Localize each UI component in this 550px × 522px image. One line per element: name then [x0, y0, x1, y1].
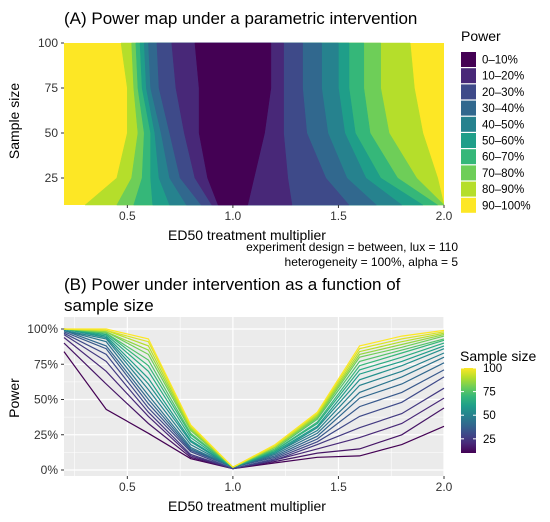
panel-a-legend: 0–10% 10–20% 20–30% 30–40% 40–50% 50–60% 60–70… — [461, 52, 531, 213]
y-tick-label: 75 — [45, 81, 59, 95]
panel-a-y-axis-label: Sample size — [6, 83, 22, 159]
panel-a-caption-line-2: heterogeneity = 100%, alpha = 5 — [285, 255, 459, 269]
series-line-n10 — [63, 351, 445, 470]
legend-swatch — [461, 181, 476, 197]
legend-swatch — [461, 84, 476, 100]
colorbar-tick-label: 25 — [483, 434, 496, 446]
region-bin-0 — [194, 42, 272, 206]
panel-b-x-axis-label: ED50 treatment multiplier — [168, 498, 326, 514]
legend-label: 10–20% — [482, 71, 524, 83]
legend-label: 90–100% — [482, 200, 531, 212]
x-tick-label: 1.0 — [225, 209, 242, 223]
legend-label: 0–10% — [482, 55, 518, 67]
panel-b-title-line-2: sample size — [64, 296, 154, 315]
x-tick-label: 2.0 — [436, 480, 453, 494]
y-tick-label: 25 — [45, 171, 59, 185]
y-tick-label: 50% — [34, 393, 58, 407]
legend-label: 50–60% — [482, 136, 524, 148]
y-tick-label: 75% — [34, 357, 58, 371]
y-tick-label: 0% — [41, 463, 59, 477]
series-line-n45 — [63, 329, 445, 468]
panel-b-colorbar-ticks: 25 50 75 100 — [461, 363, 502, 446]
x-tick-label: 1.0 — [225, 480, 242, 494]
panel-a-x-ticks: 0.5 1.0 1.5 2.0 — [119, 205, 453, 223]
legend-label: 60–70% — [482, 152, 524, 164]
panel-b-title-line-1: (B) Power under intervention as a functi… — [64, 275, 401, 294]
series-line-n70 — [63, 328, 445, 468]
panel-a: (A) Power map under a parametric interve… — [6, 9, 531, 269]
x-tick-label: 0.5 — [119, 480, 136, 494]
series-line-n55 — [63, 328, 445, 468]
y-tick-label: 100 — [38, 36, 58, 50]
panel-a-legend-title: Power — [461, 28, 501, 44]
series-line-n40 — [63, 329, 445, 468]
y-tick-label: 100% — [27, 322, 58, 336]
panel-a-title: (A) Power map under a parametric interve… — [64, 9, 417, 28]
colorbar-tick-label: 50 — [483, 410, 496, 422]
legend-label: 30–40% — [482, 103, 524, 115]
panel-a-contour-regions — [64, 42, 445, 206]
legend-label: 40–50% — [482, 119, 524, 131]
legend-swatch — [461, 116, 476, 132]
legend-label: 70–80% — [482, 168, 524, 180]
series-line-n95 — [63, 328, 445, 468]
panel-b-legend-title: Sample size — [460, 348, 536, 364]
x-tick-label: 1.5 — [330, 480, 347, 494]
series-line-n30 — [63, 332, 445, 470]
legend-swatch — [461, 100, 476, 116]
panel-a-y-ticks: 25 50 75 100 — [38, 36, 64, 185]
panel-b-y-axis-label: Power — [6, 378, 22, 418]
panel-b-y-ticks: 0% 25% 50% 75% 100% — [27, 322, 64, 477]
legend-swatch — [461, 52, 476, 67]
panel-a-x-axis-label: ED50 treatment multiplier — [168, 227, 326, 243]
y-tick-label: 50 — [45, 126, 59, 140]
panel-b: (B) Power under intervention as a functi… — [6, 275, 536, 514]
panel-b-x-ticks: 0.5 1.0 1.5 2.0 — [119, 476, 453, 494]
series-line-n100 — [64, 328, 445, 468]
y-tick-label: 25% — [34, 428, 58, 442]
panel-b-series-lines — [63, 328, 445, 470]
legend-swatch — [461, 197, 476, 213]
x-tick-label: 0.5 — [119, 209, 136, 223]
series-line-n85 — [63, 328, 445, 468]
panel-b-colorbar — [461, 368, 476, 453]
panel-a-caption-line-1: experiment design = between, lux = 110 — [246, 240, 458, 254]
series-line-n75 — [63, 328, 445, 468]
colorbar-tick-label: 100 — [483, 363, 502, 375]
legend-swatch — [461, 165, 476, 181]
legend-label: 80–90% — [482, 184, 524, 196]
series-line-n60 — [63, 328, 445, 468]
series-line-n35 — [63, 331, 445, 468]
legend-label: 20–30% — [482, 87, 524, 99]
x-tick-label: 1.5 — [330, 209, 347, 223]
colorbar-tick-label: 75 — [483, 387, 496, 399]
x-tick-label: 2.0 — [436, 209, 453, 223]
legend-swatch — [461, 133, 476, 148]
legend-swatch — [461, 68, 476, 84]
series-line-n15 — [63, 342, 445, 470]
legend-swatch — [461, 149, 476, 165]
series-line-n25 — [63, 334, 445, 470]
